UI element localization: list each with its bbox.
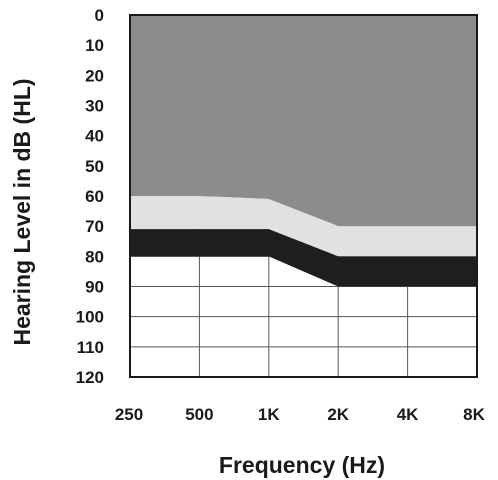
y-tick-labels: 0 10 20 30 40 50 60 70 80 90 100 110 120 [76,6,104,387]
y-tick-label: 0 [95,6,104,25]
y-tick-label: 30 [85,97,104,116]
hearing-level-bands [130,15,477,287]
y-tick-label: 100 [76,308,104,327]
hearing-band-2 [130,229,477,287]
hearing-band-0 [130,15,477,227]
y-tick-label: 70 [85,217,104,236]
y-tick-label: 10 [85,36,104,55]
y-tick-label: 60 [85,187,104,206]
plot-frame [129,14,478,378]
y-tick-label: 120 [76,368,104,387]
y-tick-label: 40 [85,127,104,146]
x-tick-label: 8K [463,405,485,424]
x-tick-label: 4K [397,405,419,424]
x-tick-label: 500 [185,405,213,424]
x-tick-label: 1K [258,405,280,424]
y-tick-label: 90 [85,278,104,297]
y-tick-label: 20 [85,66,104,85]
x-tick-label: 250 [115,405,143,424]
hearing-band-1 [130,196,477,257]
x-axis-title: Frequency (Hz) [219,452,385,478]
y-axis-title: Hearing Level in dB (HL) [9,78,35,345]
y-tick-label: 80 [85,247,104,266]
x-tick-labels: 250 500 1K 2K 4K 8K [115,405,486,424]
x-tick-label: 2K [327,405,349,424]
y-tick-label: 110 [77,338,104,357]
y-tick-label: 50 [85,157,104,176]
